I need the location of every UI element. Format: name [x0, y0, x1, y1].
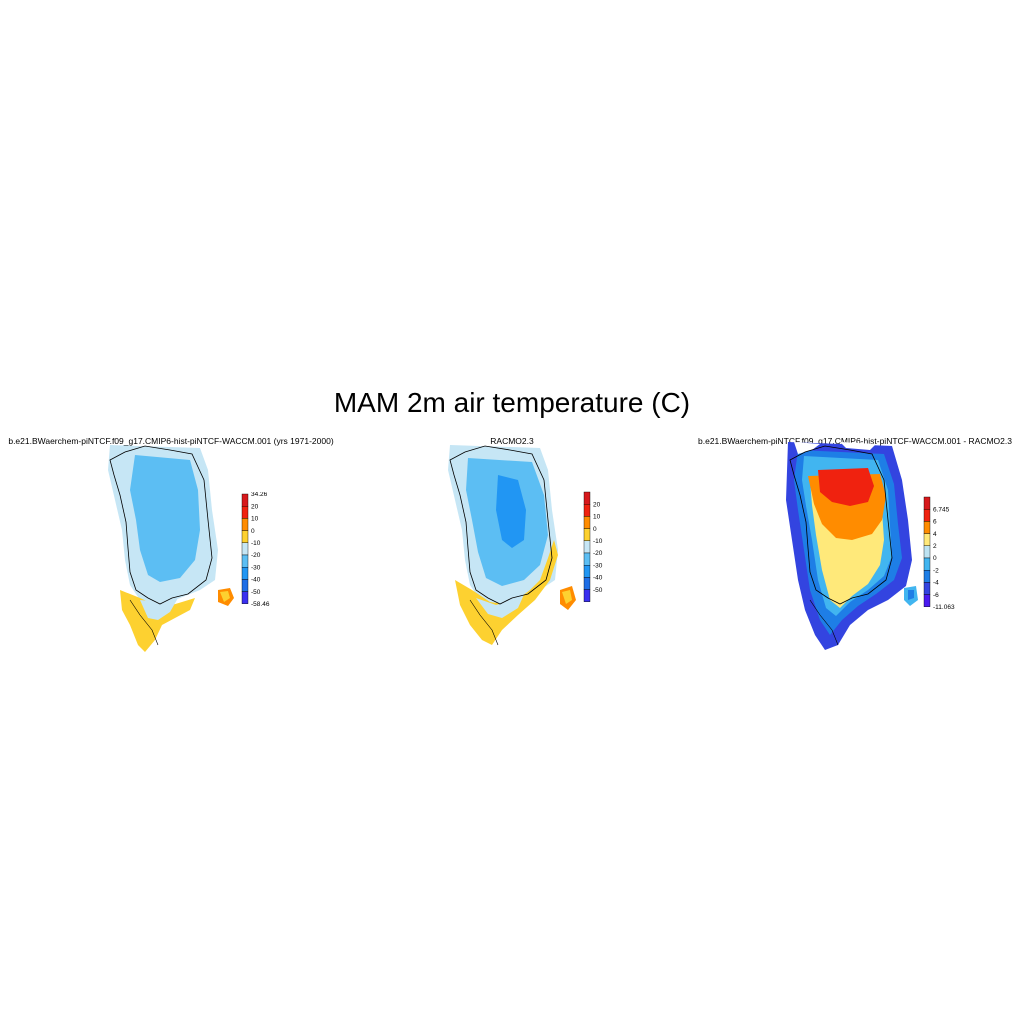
colorbar-box [241, 542, 249, 556]
colorbar-diff-boxes [923, 496, 931, 607]
colorbar-tick-label: -20 [593, 550, 603, 557]
colorbar-box [241, 566, 249, 580]
colorbar-tick-label: -50 [251, 589, 261, 596]
colorbar-tick-label: 0 [593, 526, 597, 533]
map-model [108, 445, 234, 652]
colorbar-box [923, 594, 931, 607]
colorbar-box [241, 518, 249, 531]
colorbar-tick-label: 10 [593, 514, 601, 521]
colorbar-model: 34.26 20 10 0 -10 -20 -30 -40 -50 -58.46 [241, 492, 270, 608]
colorbar-tick-label: 0 [251, 528, 255, 535]
colorbar-box [923, 496, 931, 510]
panel-model-title: b.e21.BWaerchem-piNTCF.f09_g17.CMIP6-his… [8, 436, 334, 446]
colorbar-tick-label: 20 [251, 503, 259, 510]
colorbar-tick-label: 34.26 [251, 492, 268, 498]
colorbar-tick-label: -10 [593, 538, 603, 545]
colorbar-box [583, 491, 591, 505]
colorbar-tick-label: -30 [593, 562, 603, 569]
colorbar-box [923, 557, 931, 571]
colorbar-box [923, 521, 931, 534]
colorbar-box [241, 579, 249, 592]
colorbar-tick-label: -11.063 [933, 604, 955, 611]
colorbar-box [583, 552, 591, 566]
colorbar-diff: 6.745 6 4 2 0 -2 -4 -6 -11.063 [923, 496, 955, 611]
colorbar-tick-label: -2 [933, 567, 939, 574]
colorbar-tick-label: -6 [933, 592, 939, 599]
colorbar-box [583, 516, 591, 529]
colorbar-box [583, 528, 591, 541]
colorbar-tick-label: -10 [251, 540, 261, 547]
colorbar-box [241, 493, 249, 507]
panel-obs-title: RACMO2.3 [490, 436, 534, 446]
colorbar-box [583, 540, 591, 554]
colorbar-box [583, 503, 591, 517]
colorbar-tick-label: -40 [251, 577, 261, 584]
colorbar-tick-label: -4 [933, 580, 939, 587]
colorbar-box [923, 508, 931, 522]
colorbar-box [241, 591, 249, 604]
colorbar-tick-label: -30 [251, 564, 261, 571]
colorbar-diff-labels: 6.745 6 4 2 0 -2 -4 -6 -11.063 [933, 506, 955, 611]
greenland-field-diff [786, 442, 918, 650]
colorbar-model-boxes [241, 493, 249, 604]
colorbar-box [583, 589, 591, 602]
colorbar-box [241, 505, 249, 519]
colorbar-box [241, 554, 249, 568]
colorbar-box [583, 564, 591, 578]
colorbar-tick-label: -20 [251, 552, 261, 559]
colorbar-tick-label: 0 [933, 555, 937, 562]
figure-title: MAM 2m air temperature (C) [333, 387, 691, 418]
colorbar-tick-label: 10 [251, 516, 259, 523]
colorbar-box [583, 577, 591, 590]
panel-diff-title: b.e21.BWaerchem-piNTCF.f09_g17.CMIP6-his… [698, 436, 1012, 446]
colorbar-tick-label: -50 [593, 587, 603, 594]
map-obs [448, 445, 576, 646]
colorbar-tick-label: -58.46 [251, 601, 270, 608]
colorbar-model-labels: 34.26 20 10 0 -10 -20 -30 -40 -50 -58.46 [251, 492, 270, 608]
colorbar-box [923, 569, 931, 583]
colorbar-obs-boxes [583, 491, 591, 602]
colorbar-box [923, 545, 931, 559]
colorbar-obs-labels: 20 10 0 -10 -20 -30 -40 -50 [593, 501, 603, 593]
colorbar-tick-label: 4 [933, 531, 937, 538]
colorbar-tick-label: -40 [593, 575, 603, 582]
colorbar-tick-label: 20 [593, 501, 601, 508]
colorbar-tick-label: 2 [933, 543, 937, 550]
colorbar-tick-label: 6.745 [933, 506, 950, 513]
colorbar-tick-label: 6 [933, 519, 937, 526]
map-diff [786, 442, 918, 650]
colorbar-obs: 20 10 0 -10 -20 -30 -40 -50 [583, 491, 603, 602]
colorbar-box [241, 530, 249, 543]
colorbar-box [923, 582, 931, 595]
greenland-field-model [108, 445, 234, 652]
greenland-field-obs [448, 445, 576, 646]
colorbar-box [923, 533, 931, 546]
